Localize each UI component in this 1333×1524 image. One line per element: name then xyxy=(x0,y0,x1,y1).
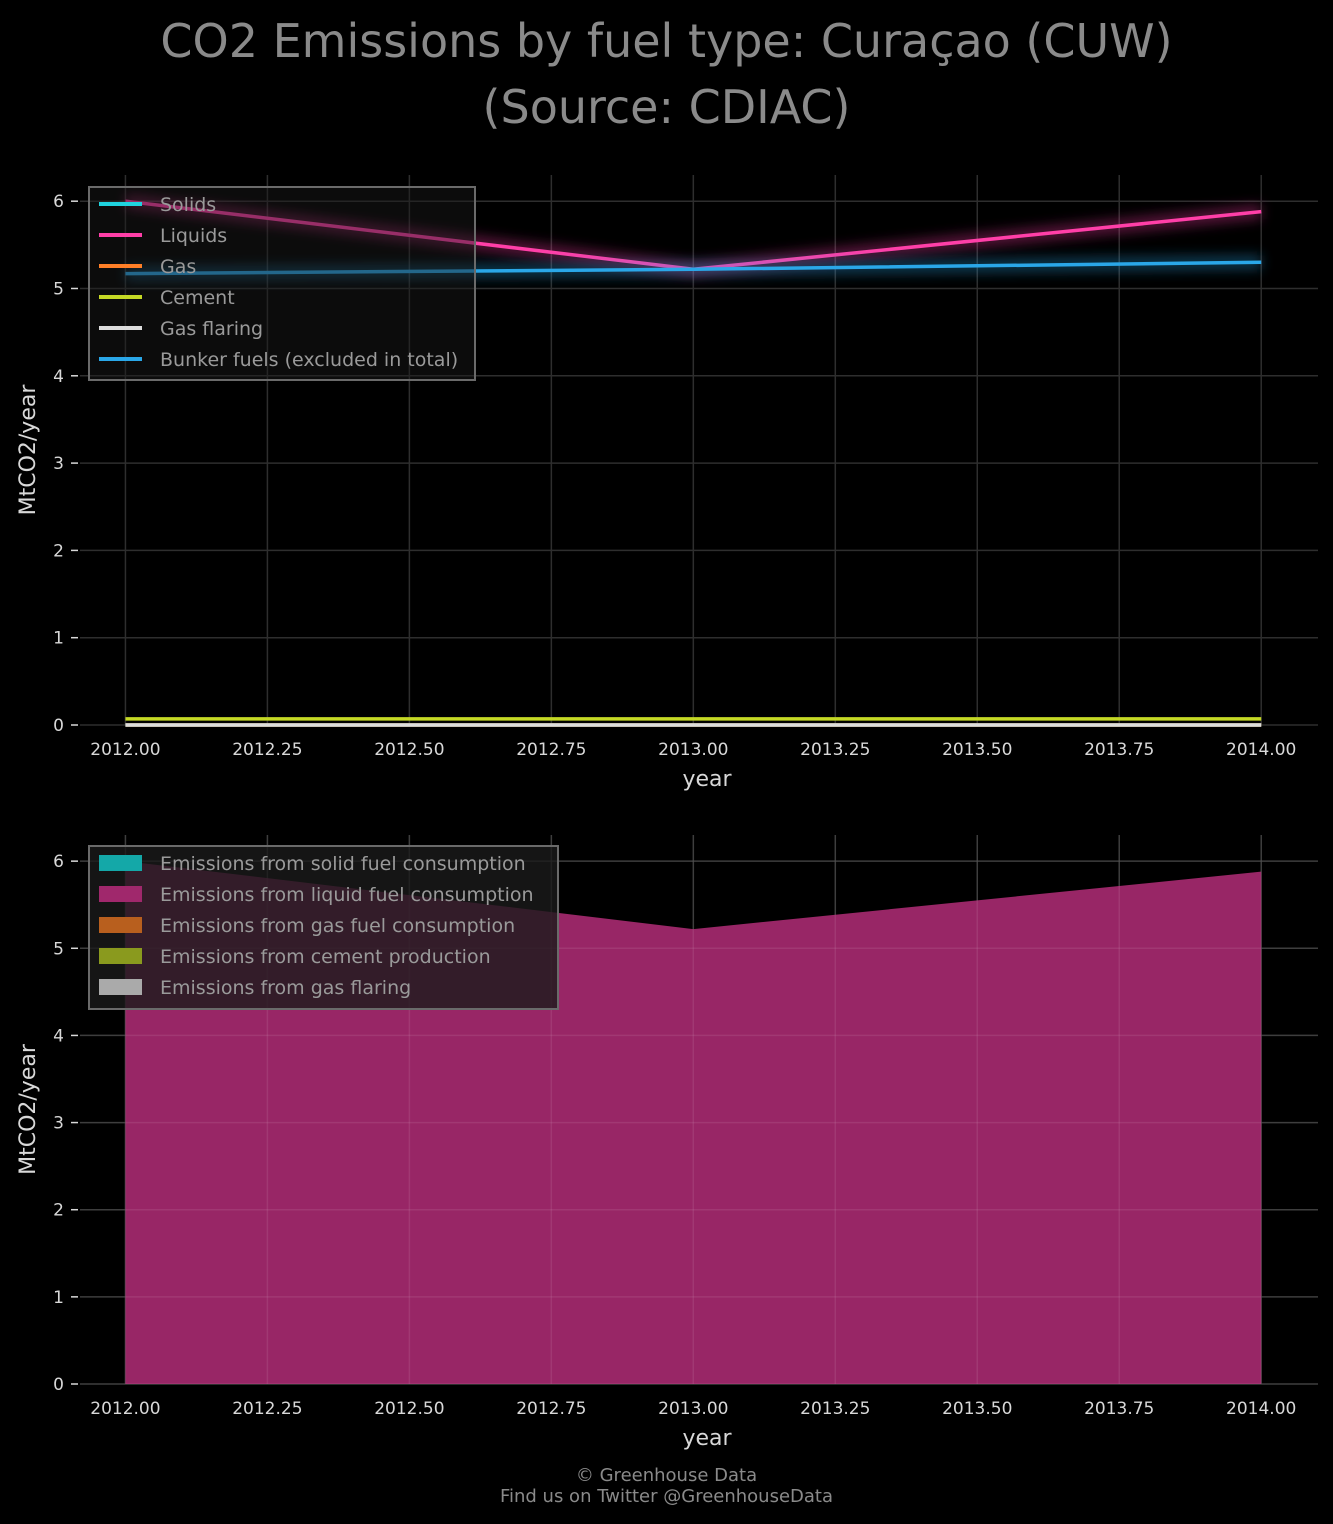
y-tick-label: 2 xyxy=(53,1201,64,1221)
legend-swatch xyxy=(99,917,142,933)
x-tick-label: 2013.75 xyxy=(1084,740,1154,760)
y-tick-label: 2 xyxy=(53,541,64,561)
x-tick-label: 2013.75 xyxy=(1084,1399,1154,1419)
y-tick-label: 1 xyxy=(53,1288,64,1308)
y-tick-label: 5 xyxy=(53,279,64,299)
y-axis-label: MtCO2/year xyxy=(16,1043,41,1175)
x-tick-label: 2013.25 xyxy=(800,1399,870,1419)
x-tick-label: 2012.00 xyxy=(90,1399,160,1419)
y-tick-label: 3 xyxy=(53,1114,64,1134)
legend-swatch xyxy=(99,979,142,995)
legend-swatch xyxy=(99,855,142,871)
x-tick-label: 2012.50 xyxy=(374,740,444,760)
y-tick-label: 0 xyxy=(53,716,64,736)
x-tick-label: 2014.00 xyxy=(1226,1399,1296,1419)
footer-copyright: © Greenhouse Data xyxy=(575,1465,758,1486)
x-tick-label: 2013.00 xyxy=(658,1399,728,1419)
chart-title: CO2 Emissions by fuel type: Curaçao (CUW… xyxy=(0,8,1333,140)
y-tick-label: 4 xyxy=(53,1026,64,1046)
legend-label: Liquids xyxy=(160,225,227,247)
x-tick-label: 2013.50 xyxy=(942,1399,1012,1419)
footer: © Greenhouse Data Find us on Twitter @Gr… xyxy=(0,1465,1333,1507)
legend-label: Emissions from gas flaring xyxy=(160,977,411,999)
title-line-1: CO2 Emissions by fuel type: Curaçao (CUW… xyxy=(160,14,1173,68)
legend-label: Emissions from solid fuel consumption xyxy=(160,853,526,875)
y-tick-label: 4 xyxy=(53,367,64,387)
legend-box xyxy=(88,845,559,1010)
y-tick-label: 6 xyxy=(53,852,64,872)
series-group xyxy=(124,194,1262,732)
y-tick-label: 5 xyxy=(53,939,64,959)
axes: 0 1 2 3 4 5 6 2012.00 2012.25 2012.50 2012.75 2013.… xyxy=(16,852,1296,1451)
x-tick-label: 2013.00 xyxy=(658,740,728,760)
footer-twitter[interactable]: Find us on Twitter @GreenhouseData xyxy=(499,1486,834,1507)
y-tick-label: 6 xyxy=(53,192,64,212)
x-tick-label: 2012.75 xyxy=(516,740,586,760)
x-tick-label: 2013.50 xyxy=(942,740,1012,760)
line-chart-panel: 0 1 2 3 4 5 6 2012.00 2012.25 2012.50 2012.75 2013.… xyxy=(16,175,1318,792)
legend: Solids Liquids Gas Cement Gas flaring Bunker … xyxy=(88,186,476,381)
legend-label: Solids xyxy=(160,194,216,216)
x-tick-label: 2012.25 xyxy=(232,1399,302,1419)
legend-label: Cement xyxy=(160,287,235,309)
y-tick-label: 3 xyxy=(53,454,64,474)
title-line-2: (Source: CDIAC) xyxy=(482,80,851,134)
legend-label: Emissions from liquid fuel consumption xyxy=(160,884,534,906)
x-tick-label: 2013.25 xyxy=(800,740,870,760)
legend-swatch xyxy=(99,886,142,902)
area-chart-panel: 0 1 2 3 4 5 6 2012.00 2012.25 2012.50 2012.75 2013.… xyxy=(16,835,1318,1451)
x-tick-label: 2012.25 xyxy=(232,740,302,760)
x-tick-label: 2012.00 xyxy=(90,740,160,760)
y-tick-label: 1 xyxy=(53,629,64,649)
legend-label: Emissions from gas fuel consumption xyxy=(160,915,515,937)
legend: Emissions from solid fuel consumption Emi… xyxy=(88,845,559,1010)
x-tick-label: 2014.00 xyxy=(1226,740,1296,760)
legend-label: Emissions from cement production xyxy=(160,946,491,968)
legend-box xyxy=(88,186,476,381)
y-axis-label: MtCO2/year xyxy=(16,384,41,516)
axes: 0 1 2 3 4 5 6 2012.00 2012.25 2012.50 2012.75 2013.… xyxy=(16,192,1296,792)
x-axis-label: year xyxy=(682,1426,732,1451)
x-axis-label: year xyxy=(682,767,732,792)
x-tick-label: 2012.50 xyxy=(374,1399,444,1419)
x-tick-label: 2012.75 xyxy=(516,1399,586,1419)
legend-label: Gas xyxy=(160,256,196,278)
series-line xyxy=(125,260,1262,276)
legend-swatch xyxy=(99,948,142,964)
y-tick-label: 0 xyxy=(53,1375,64,1395)
legend-label: Gas flaring xyxy=(160,318,263,340)
legend-label: Bunker fuels (excluded in total) xyxy=(160,349,458,371)
